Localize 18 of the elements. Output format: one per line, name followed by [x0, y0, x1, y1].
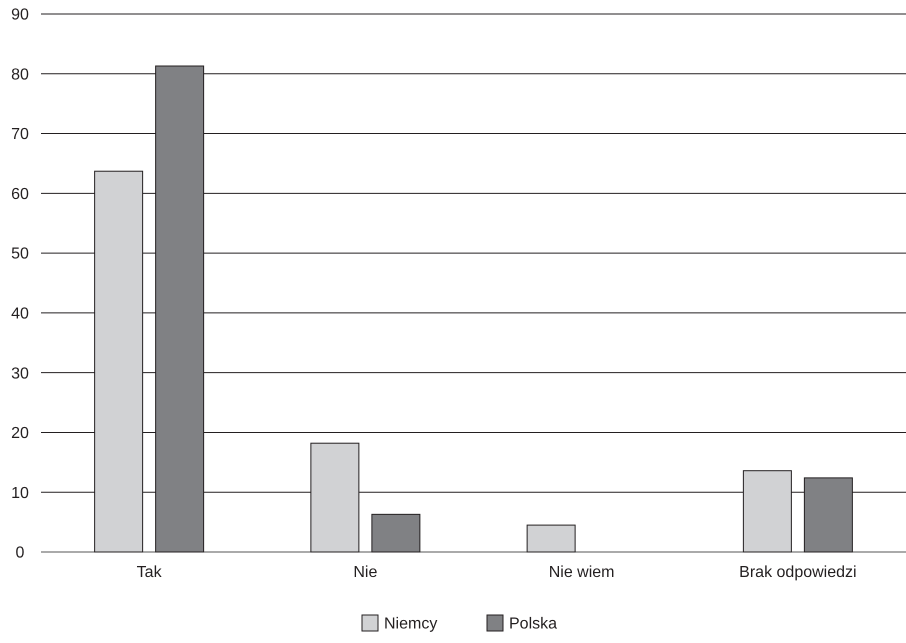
y-tick-label: 10: [11, 484, 29, 502]
legend-label: Niemcy: [384, 616, 438, 633]
y-tick-label: 30: [11, 365, 29, 382]
x-tick-label: Nie wiem: [548, 564, 615, 581]
y-tick-label: 80: [11, 66, 29, 84]
bar: [371, 514, 420, 552]
x-tick-label: Brak odpowiedzi: [739, 564, 857, 581]
y-tick-label: 0: [16, 544, 25, 562]
x-tick-label: Tak: [136, 564, 163, 581]
x-tick-label: Nie: [353, 564, 378, 581]
bar: [526, 524, 576, 552]
y-tick-label: 50: [11, 246, 29, 263]
y-tick-label: 60: [11, 186, 29, 203]
y-tick-label: 90: [11, 6, 29, 24]
legend-label: Polska: [509, 616, 558, 633]
y-tick-label: 20: [11, 425, 29, 442]
y-tick-label: 40: [11, 305, 29, 322]
y-tick-label: 70: [11, 126, 29, 144]
